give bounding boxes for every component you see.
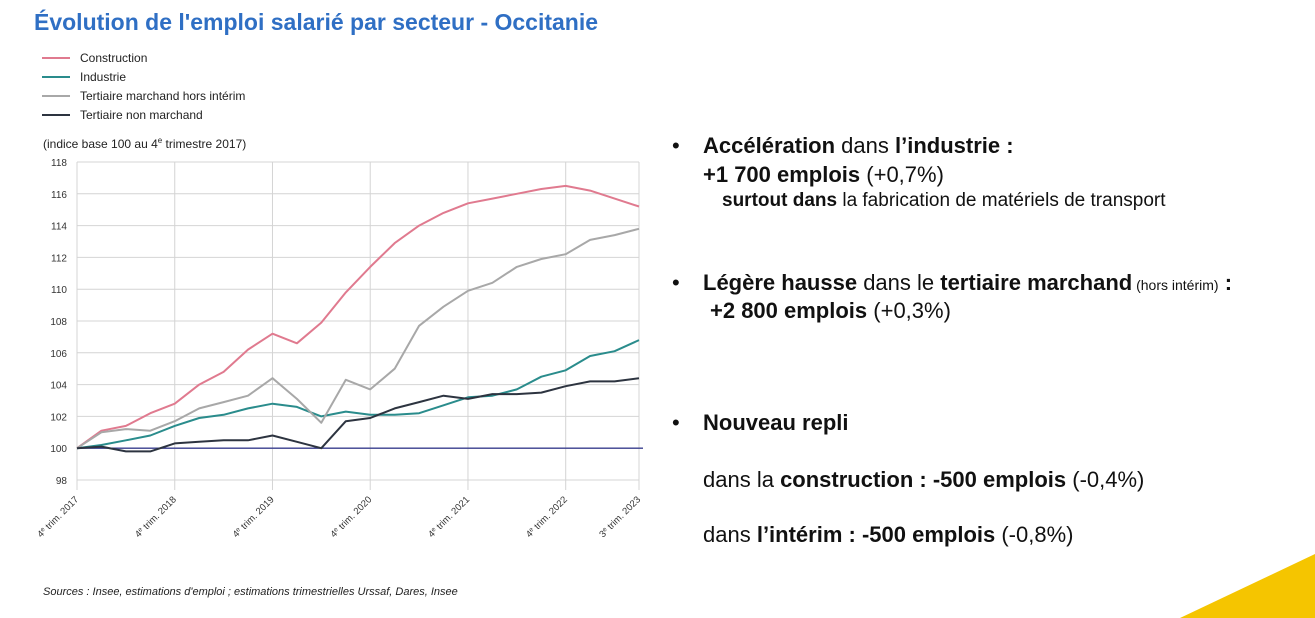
line-chart: 118 116 114 112 110 108 106 104 102 100 98 4e trim.…	[35, 158, 643, 540]
x-tick-label: 4e trim. 2020	[329, 494, 375, 540]
x-tick-label: 3e trim. 2023	[597, 494, 643, 540]
x-tick-label: 4e trim. 2017	[35, 494, 81, 540]
legend-swatch	[42, 75, 70, 78]
y-tick-label: 112	[51, 253, 67, 264]
y-tick-label: 100	[50, 444, 67, 455]
bullet-dot: •	[672, 270, 680, 295]
y-tick-label: 98	[56, 476, 68, 487]
chart-legend: Construction Industrie Tertiaire marchand …	[42, 48, 245, 124]
y-tick-label: 116	[51, 190, 67, 201]
legend-swatch	[42, 56, 70, 59]
y-tick-label: 114	[51, 222, 67, 233]
y-tick-label: 102	[50, 412, 67, 423]
source-note: Sources : Insee, estimations d'emploi ; …	[43, 586, 458, 598]
series-line-industrie	[76, 339, 640, 450]
x-tick-label: 4e trim. 2022	[524, 494, 570, 540]
y-tick-label: 110	[51, 285, 67, 296]
legend-item: Construction	[42, 48, 245, 67]
legend-label: Tertiaire non marchand	[80, 107, 203, 122]
series-line-construction	[76, 184, 640, 450]
bullet-dot: •	[672, 410, 680, 435]
page-title: Évolution de l'emploi salarié par secteu…	[34, 9, 599, 35]
legend-item: Industrie	[42, 67, 245, 86]
legend-label: Construction	[80, 50, 148, 65]
units-note: (indice base 100 au 4e trimestre 2017)	[43, 136, 247, 151]
x-tick-label: 4e trim. 2018	[133, 494, 179, 540]
x-tick-label: 4e trim. 2021	[426, 494, 472, 540]
y-tick-label: 118	[51, 158, 67, 169]
y-tick-label: 104	[50, 381, 67, 392]
legend-item: Tertiaire marchand hors intérim	[42, 86, 245, 105]
y-tick-label: 108	[50, 317, 67, 328]
x-tick-label: 4e trim. 2019	[231, 494, 277, 540]
legend-swatch	[42, 94, 70, 97]
legend-label: Industrie	[80, 69, 127, 84]
series-line-tertiaire-marchand-hors-int-rim	[76, 227, 640, 450]
y-tick-label: 106	[50, 349, 67, 360]
legend-swatch	[42, 113, 70, 116]
series-line-tertiaire-non-marchand	[76, 377, 640, 453]
corner-decoration	[1180, 554, 1315, 618]
legend-label: Tertiaire marchand hors intérim	[80, 88, 246, 103]
bullet-dot: •	[672, 133, 680, 158]
legend-item: Tertiaire non marchand	[42, 105, 245, 124]
